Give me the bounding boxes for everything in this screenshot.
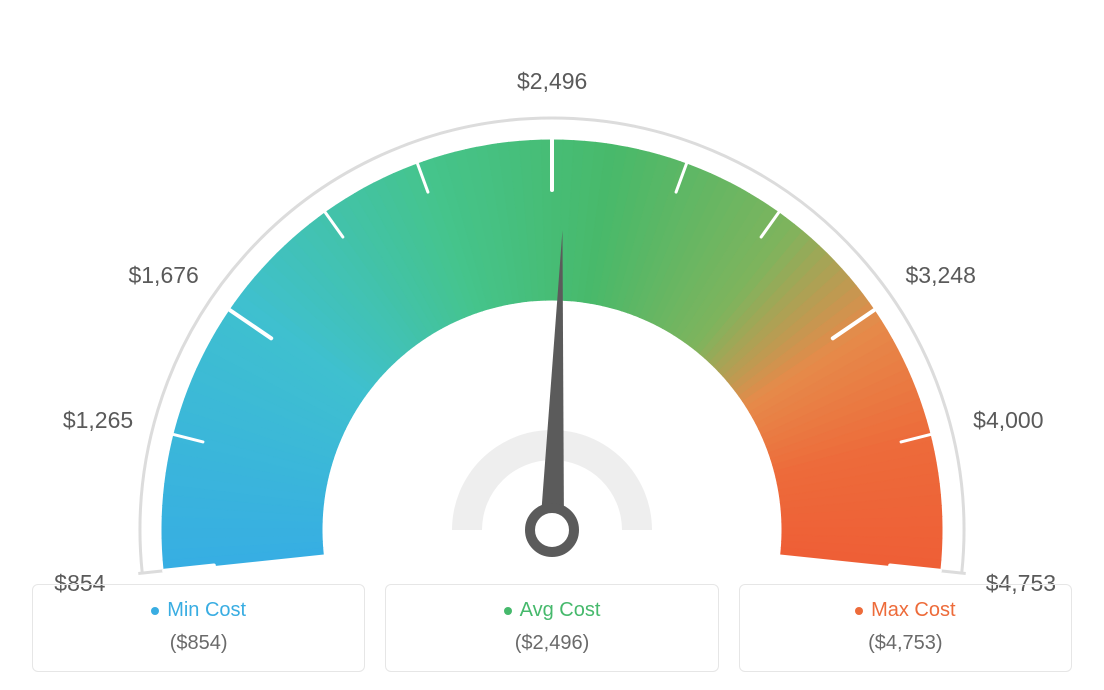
gauge-svg xyxy=(0,20,1104,580)
dot-icon xyxy=(855,607,863,615)
legend-title-max: Max Cost xyxy=(740,599,1071,622)
legend-card-min: Min Cost ($854) xyxy=(32,584,365,672)
gauge-tick-label: $4,000 xyxy=(973,407,1043,434)
dot-icon xyxy=(151,607,159,615)
legend-value-avg: ($2,496) xyxy=(386,632,717,655)
legend-title-avg: Avg Cost xyxy=(386,599,717,622)
legend-card-avg: Avg Cost ($2,496) xyxy=(385,584,718,672)
legend-card-max: Max Cost ($4,753) xyxy=(739,584,1072,672)
dot-icon xyxy=(504,607,512,615)
legend-value-min: ($854) xyxy=(33,632,364,655)
legend-title-min: Min Cost xyxy=(33,599,364,622)
legend-title-text: Max Cost xyxy=(871,599,955,621)
gauge-tick-label: $1,265 xyxy=(63,407,133,434)
legend-title-text: Min Cost xyxy=(167,599,246,621)
legend-title-text: Avg Cost xyxy=(520,599,601,621)
gauge-tick-label: $3,248 xyxy=(906,262,976,289)
chart-container: $854$1,265$1,676$2,496$3,248$4,000$4,753… xyxy=(0,0,1104,690)
gauge-area: $854$1,265$1,676$2,496$3,248$4,000$4,753 xyxy=(0,0,1104,560)
gauge-tick-label: $2,496 xyxy=(517,68,587,95)
legend-row: Min Cost ($854) Avg Cost ($2,496) Max Co… xyxy=(32,584,1072,672)
gauge-tick-label: $1,676 xyxy=(128,262,198,289)
legend-value-max: ($4,753) xyxy=(740,632,1071,655)
